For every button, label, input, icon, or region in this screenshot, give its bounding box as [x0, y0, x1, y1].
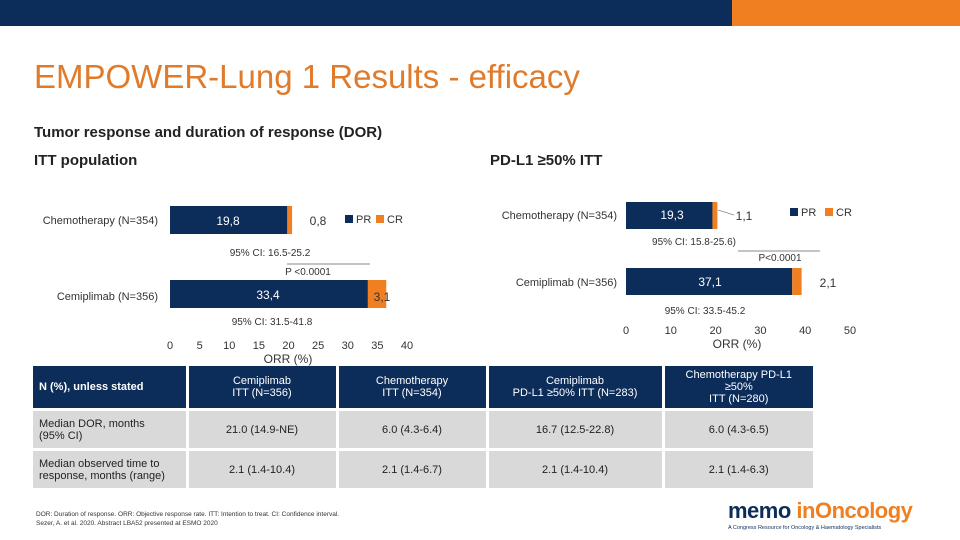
- pdl1-tick-10: 10: [665, 325, 677, 337]
- pdl1-bar-cemiplimab-cr: [792, 268, 802, 295]
- itt-category-cemiplimab: Cemiplimab (N=356): [57, 291, 158, 303]
- table-cell: 2.1 (1.4-10.4): [485, 448, 663, 488]
- logo-memo: memo: [728, 498, 791, 523]
- table-cell: 16.7 (12.5-22.8): [485, 408, 663, 450]
- table-header: Cemiplimab PD-L1 ≥50% ITT (N=283): [485, 366, 663, 410]
- pdl1-bar-chemo-cr: [712, 202, 718, 229]
- memo-inoncology-logo: memo inOncology A Congress Resource for …: [728, 498, 938, 531]
- footnote-abbreviations: DOR: Duration of response. ORR: Objectiv…: [36, 511, 340, 518]
- table-header: Chemotherapy PD-L1 ≥50% ITT (N=280): [661, 366, 813, 410]
- pdl1-label-chemo-pr: 19,3: [660, 208, 684, 222]
- table-header: Chemotherapy ITT (N=354): [335, 366, 487, 410]
- itt-legend-cr-label: CR: [387, 214, 403, 226]
- itt-legend-pr-label: PR: [356, 214, 371, 226]
- pdl1-label-cemiplimab-pr: 37,1: [698, 275, 722, 289]
- pdl1-orr-chart: Chemotherapy (N=354) Cemiplimab (N=356) …: [502, 202, 856, 351]
- itt-bar-cemiplimab-cr: [367, 280, 387, 308]
- itt-tick-30: 30: [342, 340, 354, 352]
- table-cell: 6.0 (4.3-6.4): [335, 408, 487, 450]
- itt-pvalue: P <0.0001: [285, 267, 331, 278]
- page-title: EMPOWER-Lung 1 Results - efficacy: [34, 58, 580, 95]
- itt-bar-cemiplimab-pr: [170, 280, 368, 308]
- pdl1-label-chemo-cr: 1,1: [736, 209, 753, 223]
- pdl1-legend-pr-swatch: [790, 208, 798, 216]
- itt-label-cemiplimab-pr: 33,4: [256, 288, 280, 302]
- row-label: Median DOR, months (95% CI): [39, 417, 145, 442]
- pdl1-category-chemo: Chemotherapy (N=354): [502, 210, 617, 222]
- pdl1-pvalue: P<0.0001: [758, 253, 802, 264]
- pdl1-axis-title: ORR (%): [713, 337, 762, 351]
- section-title-pdl1: PD-L1 ≥50% ITT: [490, 152, 603, 169]
- logo-brand: inOncology: [796, 498, 913, 523]
- itt-tick-5: 5: [197, 340, 203, 352]
- results-table: N (%), unless stated Cemiplimab ITT (N=35…: [33, 366, 813, 488]
- pdl1-tick-0: 0: [623, 325, 629, 337]
- logo-tagline: A Congress Resource for Oncology & Haema…: [728, 525, 882, 531]
- pdl1-legend-cr-swatch: [825, 208, 833, 216]
- itt-label-cemiplimab-cr: 3,1: [374, 290, 391, 304]
- itt-tick-0: 0: [167, 340, 173, 352]
- pdl1-tick-40: 40: [799, 325, 811, 337]
- top-banner-accent: [732, 0, 960, 26]
- itt-tick-25: 25: [312, 340, 324, 352]
- header-line: Chemotherapy PD-L1 ≥50% ITT (N=280): [685, 369, 792, 405]
- table-cell: 6.0 (4.3-6.5): [661, 408, 813, 450]
- pdl1-label-cemiplimab-cr: 2,1: [820, 276, 837, 290]
- itt-legend-cr-swatch: [376, 215, 384, 223]
- itt-ci-cemiplimab: 95% CI: 31.5-41.8: [232, 317, 313, 328]
- page-subtitle: Tumor response and duration of response …: [34, 124, 383, 141]
- pdl1-ci-cemiplimab: 95% CI: 33.5-45.2: [665, 306, 746, 317]
- table-cell: 21.0 (14.9-NE): [185, 408, 337, 450]
- itt-tick-10: 10: [223, 340, 235, 352]
- section-title-itt: ITT population: [34, 152, 138, 169]
- pdl1-category-cemiplimab: Cemiplimab (N=356): [516, 277, 617, 289]
- itt-bar-chemo-pr: [170, 206, 288, 234]
- itt-orr-chart: Chemotherapy (N=354) Cemiplimab (N=356) …: [43, 206, 413, 366]
- table-header: Cemiplimab ITT (N=356): [185, 366, 337, 410]
- itt-tick-20: 20: [282, 340, 294, 352]
- pdl1-bar-chemo-pr: [626, 202, 713, 229]
- pdl1-legend-cr-label: CR: [836, 207, 852, 219]
- table-row: Median observed time to response, months …: [33, 448, 813, 488]
- itt-tick-35: 35: [371, 340, 383, 352]
- table-cell: 2.1 (1.4-6.7): [335, 448, 487, 488]
- itt-bar-chemo-cr: [287, 206, 293, 234]
- footnote: DOR: Duration of response. ORR: Objectiv…: [36, 510, 339, 528]
- table-cell: 2.1 (1.4-6.3): [661, 448, 813, 488]
- header-line: Chemotherapy ITT (N=354): [375, 375, 449, 399]
- itt-ci-chemo: 95% CI: 16.5-25.2: [230, 248, 311, 259]
- pdl1-tick-50: 50: [844, 325, 856, 337]
- table-cell: Median DOR, months (95% CI): [33, 408, 187, 450]
- itt-legend-pr-swatch: [345, 215, 353, 223]
- pdl1-legend-pr-label: PR: [801, 207, 816, 219]
- table-cell: Median observed time to response, months …: [33, 448, 187, 488]
- pdl1-bar-cemiplimab-pr: [626, 268, 793, 295]
- table-row: Median DOR, months (95% CI) 21.0 (14.9-NE…: [33, 408, 813, 450]
- pdl1-ci-chemo: 95% CI: 15.8-25.6): [652, 237, 736, 248]
- header-line: Cemiplimab PD-L1 ≥50% ITT (N=283): [512, 375, 638, 399]
- table-cell: 2.1 (1.4-10.4): [185, 448, 337, 488]
- itt-label-chemo-pr: 19,8: [216, 214, 240, 228]
- itt-tick-40: 40: [401, 340, 413, 352]
- itt-category-chemo: Chemotherapy (N=354): [43, 215, 158, 227]
- pdl1-tick-20: 20: [709, 325, 721, 337]
- pdl1-label-chemo-cr-leader: [717, 209, 735, 216]
- itt-label-chemo-cr: 0,8: [310, 214, 327, 228]
- table-header-row: N (%), unless stated Cemiplimab ITT (N=35…: [33, 366, 813, 410]
- footnote-reference: Sezer, A. et al. 2020. Abstract LBA52 pr…: [36, 520, 218, 527]
- pdl1-tick-30: 30: [754, 325, 766, 337]
- logo-wordmark: memo inOncology: [728, 498, 938, 524]
- row-label: Median observed time to response, months …: [39, 457, 165, 482]
- itt-tick-15: 15: [253, 340, 265, 352]
- header-line: Cemiplimab ITT (N=356): [232, 375, 292, 399]
- itt-axis-title: ORR (%): [264, 352, 313, 366]
- top-banner: [0, 0, 732, 26]
- table-header: N (%), unless stated: [33, 366, 187, 410]
